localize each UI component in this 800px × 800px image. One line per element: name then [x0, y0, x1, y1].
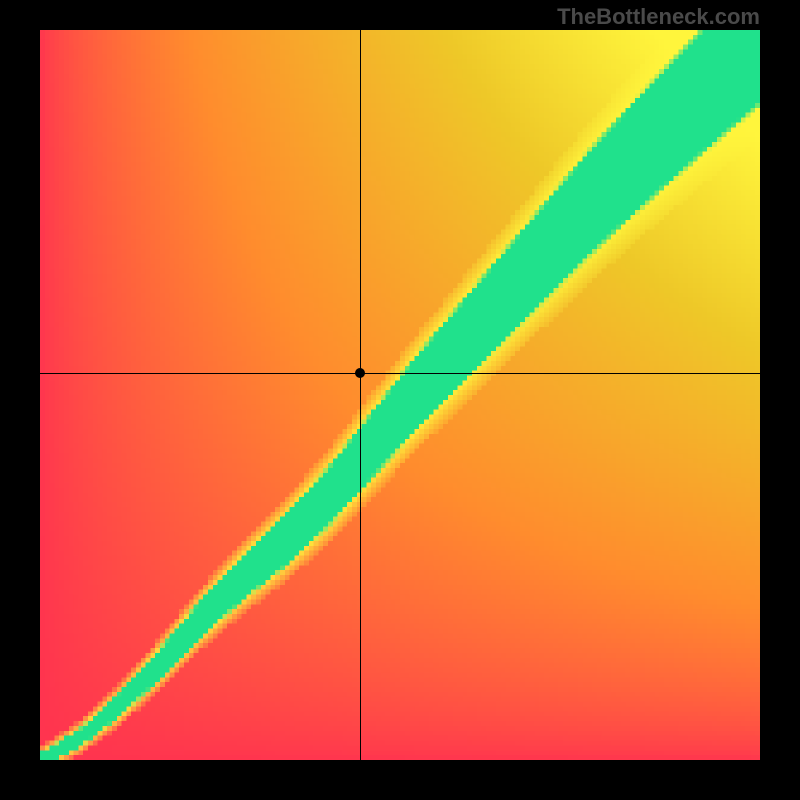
chart-container: TheBottleneck.com [0, 0, 800, 800]
crosshair-horizontal [40, 373, 760, 374]
watermark-label: TheBottleneck.com [557, 4, 760, 30]
crosshair-vertical [360, 30, 361, 760]
bottleneck-heatmap [40, 30, 760, 760]
